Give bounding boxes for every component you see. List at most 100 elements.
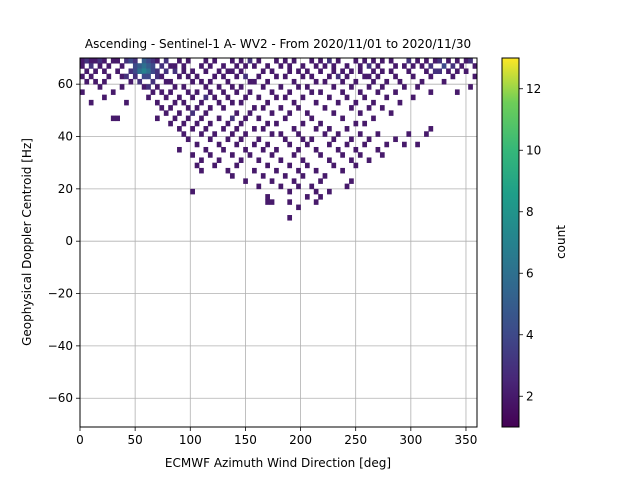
heatmap-cell [349,136,354,143]
x-tick-label: 0 [76,433,84,447]
heatmap-cell [287,188,293,195]
heatmap-cell [327,126,332,132]
heatmap-cell [344,94,350,101]
heatmap-cell [159,63,165,69]
heatmap-cell [402,84,407,90]
heatmap-cell [132,68,138,74]
heatmap-cell [247,78,253,85]
heatmap-cell [379,58,385,64]
heatmap-cell [335,146,341,153]
heatmap-cell [141,68,147,74]
heatmap-cell [190,78,195,85]
heatmap-cell [177,58,182,64]
heatmap-cell [146,63,151,69]
heatmap-cell [287,162,293,169]
colorbar-ticks: 2 4 6 8 10 12 [519,82,541,403]
heatmap-cell [349,84,354,90]
heatmap-cell [410,94,416,101]
heatmap-cell [402,141,407,148]
heatmap-cell [344,141,350,148]
heatmap-cell [159,73,165,80]
heatmap-cell [256,183,262,190]
heatmap-cell [282,58,288,64]
heatmap-cell [269,178,275,184]
heatmap-cell [190,94,195,101]
heatmap-cell [362,141,368,148]
heatmap-cell [229,115,235,122]
heatmap-cell [216,84,222,90]
heatmap-cell [454,58,460,64]
heatmap-cell [154,68,160,74]
heatmap-cell [243,94,248,101]
heatmap-cell [379,105,385,111]
heatmap-cell [463,58,469,64]
heatmap-cell [150,78,156,85]
heatmap-cell [287,141,293,148]
heatmap-cell [185,89,191,95]
heatmap-cell [137,78,143,85]
heatmap-cell [397,78,403,85]
heatmap-cell [150,68,156,74]
heatmap-cell [247,110,253,116]
heatmap-cell [203,126,209,132]
x-tick-label: 150 [234,433,257,447]
heatmap-cell [150,58,156,64]
heatmap-cell [362,73,368,80]
heatmap-cell [340,78,345,85]
heatmap-cell [84,58,90,64]
heatmap-cell [318,58,323,64]
heatmap-cell [80,73,85,80]
heatmap-cell [265,120,270,127]
heatmap-cell [106,73,112,80]
heatmap-cell [322,63,328,69]
heatmap-cell [115,58,120,64]
heatmap-cell [300,157,306,163]
heatmap-cell [318,178,323,184]
heatmap-cell [252,167,257,174]
heatmap-cell [371,99,376,106]
heatmap-cell [349,105,354,111]
heatmap-cell [428,63,434,69]
x-tick-label: 300 [399,433,422,447]
heatmap-cell [415,58,420,64]
heatmap-cell [124,73,129,80]
heatmap-cell [450,63,456,69]
heatmap-cell [97,84,103,90]
heatmap-cell [366,157,372,163]
x-axis-label: ECMWF Azimuth Wind Direction [deg] [165,456,391,470]
heatmap-cell [375,73,381,80]
heatmap-cell [207,63,213,69]
heatmap-cell [185,58,191,64]
heatmap-cell [318,120,323,127]
heatmap-cell [327,157,332,163]
heatmap-cell [318,89,323,95]
heatmap-cell [154,115,160,122]
heatmap-cell [80,58,85,64]
heatmap-cell [304,84,310,90]
heatmap-cell [282,173,288,179]
heatmap-cell [163,68,169,74]
heatmap-cell [291,78,297,85]
heatmap-cell [450,73,456,80]
heatmap-cell [168,120,173,127]
heatmap-cell [256,73,262,80]
heatmap-cell [84,78,90,85]
heatmap-cell [349,157,354,163]
heatmap-cell [225,120,231,127]
heatmap-cell [212,73,218,80]
heatmap-cell [146,84,151,90]
heatmap-cell [132,63,138,69]
heatmap-cell [194,105,200,111]
y-tick-label: 40 [58,130,73,144]
heatmap-cell [177,146,182,153]
heatmap-cell [172,63,178,69]
heatmap-cell [274,146,279,153]
heatmap-cell [327,73,332,80]
heatmap-cell [349,68,354,74]
heatmap-cell [291,152,297,158]
colorbar-label: count [554,225,568,259]
heatmap-cell [256,58,262,64]
heatmap-cell [141,73,147,80]
heatmap-cell [397,99,403,106]
heatmap-cell [194,120,200,127]
